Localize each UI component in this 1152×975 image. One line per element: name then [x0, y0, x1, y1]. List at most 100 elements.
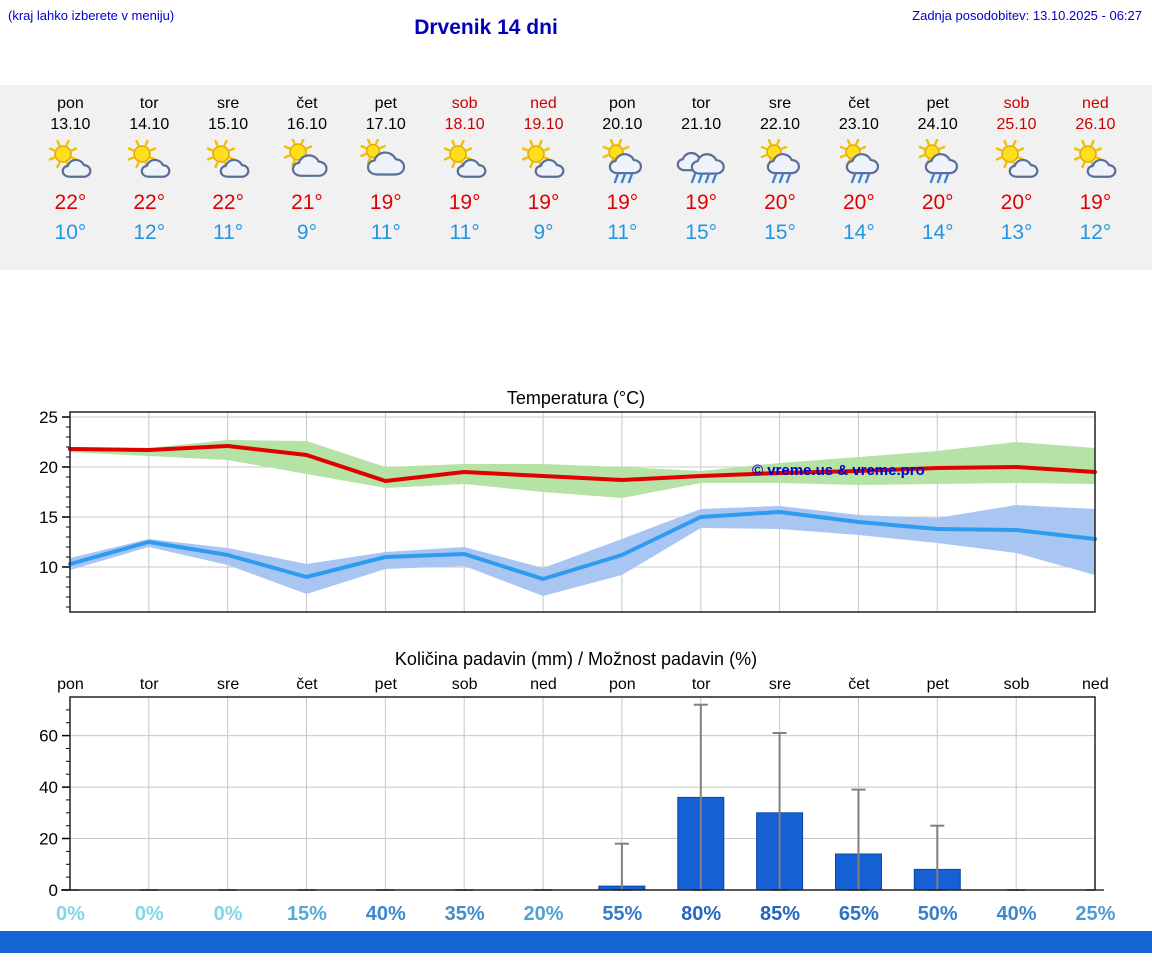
day-name: pon — [57, 95, 84, 112]
day-date: 15.10 — [208, 116, 249, 133]
forecast-day: sre 22.10 20° 15° — [741, 93, 820, 270]
day-date: 20.10 — [602, 116, 643, 133]
precip-day-label: čet — [848, 676, 870, 693]
precip-percent: 0% — [213, 903, 243, 925]
min-temp-line — [68, 510, 1097, 581]
max-range-band — [70, 440, 1095, 498]
precip-percent: 80% — [681, 903, 722, 925]
day-name: pet — [374, 95, 397, 112]
day-date: 22.10 — [759, 116, 801, 133]
precip-day-label: tor — [691, 676, 711, 693]
day-name: tor — [139, 95, 159, 112]
precip-ytick-label: 20 — [39, 830, 58, 849]
day-name: ned — [530, 95, 557, 112]
forecast-day: pon 20.10 19° 11° — [583, 93, 662, 270]
day-low-temp: 14° — [921, 221, 954, 244]
day-high-temp: 19° — [606, 191, 639, 214]
day-name: čet — [296, 95, 318, 112]
day-high-temp: 19° — [1079, 191, 1112, 214]
precip-ytick-label: 0 — [49, 881, 58, 897]
forecast-day: sob 25.10 20° 13° — [977, 93, 1056, 270]
precip-day-label: sre — [216, 676, 240, 693]
precip-day-label: čet — [296, 676, 318, 693]
precip-percent: 55% — [602, 903, 643, 925]
forecast-day: sre 15.10 22° 11° — [189, 93, 268, 270]
precip-day-label: tor — [139, 676, 159, 693]
day-low-temp: 12° — [133, 221, 166, 244]
precip-percent: 20% — [523, 903, 564, 925]
precip-percent: 35% — [444, 903, 485, 925]
partly-sunny-rain-icon — [741, 135, 820, 187]
precip-day-label: sre — [768, 676, 792, 693]
watermark: © vreme.us & vreme.pro — [752, 462, 925, 479]
day-high-temp: 19° — [685, 191, 718, 214]
temp-ytick-label: 15 — [39, 508, 58, 527]
day-high-temp: 22° — [54, 191, 87, 214]
forecast-day: pon 13.10 22° 10° — [31, 93, 110, 270]
day-low-temp: 12° — [1079, 221, 1112, 244]
day-date: 23.10 — [838, 116, 879, 133]
bottom-bar — [0, 931, 1152, 953]
header: (kraj lahko izberete v meniju) Drvenik 1… — [0, 0, 1152, 50]
forecast-day: čet 16.10 21° 9° — [268, 93, 347, 270]
partly-sunny-icon — [31, 135, 110, 187]
temperature-chart-svg: 10 15 20 25 © vreme.us & vreme.pro — [39, 409, 1097, 613]
max-temp-line — [68, 444, 1097, 483]
precip-day-label: ned — [1082, 676, 1109, 693]
forecast-day: pet 24.10 20° 14° — [898, 93, 977, 270]
partly-sunny-icon — [189, 135, 268, 187]
forecast-day: sob 18.10 19° 11° — [425, 93, 504, 270]
partly-sunny-cloud-icon — [268, 135, 347, 187]
forecast-day: ned 26.10 19° 12° — [1056, 93, 1135, 270]
day-high-temp: 22° — [133, 191, 166, 214]
day-name: pon — [608, 95, 636, 112]
day-date: 16.10 — [286, 116, 327, 133]
day-high-temp: 21° — [291, 191, 323, 214]
day-high-temp: 19° — [369, 191, 402, 214]
precip-percent: 25% — [1075, 903, 1116, 925]
day-name: pet — [926, 95, 949, 112]
partly-sunny-rain-icon — [898, 135, 977, 187]
precipitation-chart: 0 20 40 60 — [0, 695, 1152, 897]
cloudy-rain-icon — [662, 135, 741, 187]
day-low-temp: 11° — [213, 221, 244, 244]
day-high-temp: 20° — [764, 191, 796, 214]
day-date: 17.10 — [365, 116, 406, 133]
day-high-temp: 22° — [212, 191, 244, 214]
forecast-day: ned 19.10 19° 9° — [504, 93, 583, 270]
precip-day-labels: pon tor sre čet pet sob ned pon tor sre čet pet sob n… — [0, 674, 1152, 695]
partly-sunny-rain-icon — [819, 135, 898, 187]
precip-percent-labels: 0% 0% 0% 15% 40% 35% 20% 55% 80% 85% 65% 50% 40% 25% — [0, 901, 1152, 927]
day-low-temp: 10° — [54, 221, 87, 244]
day-date: 14.10 — [129, 116, 170, 133]
partly-sunny-icon — [977, 135, 1056, 187]
day-date: 26.10 — [1075, 116, 1116, 133]
precip-day-label: sob — [1003, 676, 1030, 693]
day-name: sob — [451, 95, 478, 112]
precip-day-label: pon — [608, 676, 636, 693]
day-date: 21.10 — [681, 116, 722, 133]
day-high-temp: 20° — [921, 191, 954, 214]
day-low-temp: 15° — [685, 221, 718, 244]
precip-percent: 50% — [917, 903, 958, 925]
precip-percent: 40% — [996, 903, 1037, 925]
day-low-temp: 9° — [533, 221, 554, 244]
forecast-day: pet 17.10 19° 11° — [346, 93, 425, 270]
precip-percent: 15% — [286, 903, 327, 925]
location-menu-hint: (kraj lahko izberete v meniju) — [8, 8, 175, 23]
partly-sunny-rain-icon — [583, 135, 662, 187]
day-low-temp: 9° — [296, 221, 317, 244]
day-high-temp: 20° — [1000, 191, 1033, 214]
partly-sunny-icon — [110, 135, 189, 187]
forecast-day: tor 14.10 22° 12° — [110, 93, 189, 270]
day-name: tor — [691, 95, 711, 112]
precip-percent: 65% — [838, 903, 879, 925]
last-update-timestamp: Zadnja posodobitev: 13.10.2025 - 06:27 — [912, 8, 1142, 23]
precipitation-chart-title: Količina padavin (mm) / Možnost padavin … — [394, 649, 758, 669]
day-date: 24.10 — [917, 116, 958, 133]
day-name: čet — [848, 95, 870, 112]
day-low-temp: 11° — [607, 221, 638, 244]
partly-sunny-icon — [504, 135, 583, 187]
precip-day-label: pet — [374, 676, 397, 693]
day-date: 19.10 — [523, 116, 564, 133]
